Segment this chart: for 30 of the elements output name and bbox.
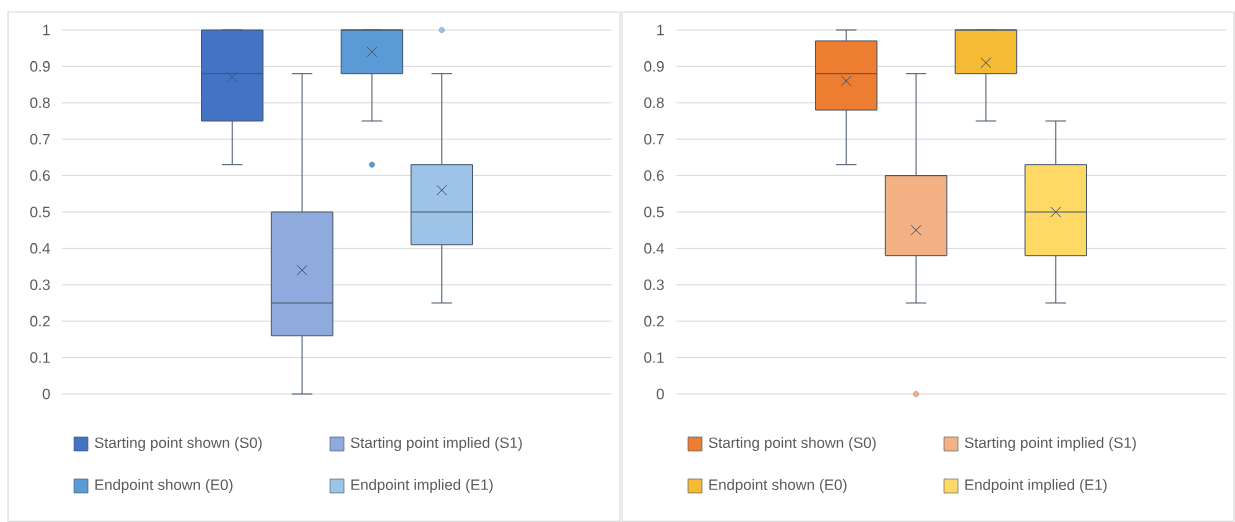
y-tick-label: 0.3 (30, 279, 50, 291)
legend-label: Starting point implied (S1) (350, 437, 522, 451)
y-tick-label: 0 (42, 388, 50, 400)
y-tick-label: 0.1 (644, 352, 664, 363)
y-tick-label: 1 (657, 24, 664, 36)
legend-label: Starting point implied (S1) (964, 437, 1136, 451)
y-tick-label: 1 (43, 24, 50, 36)
y-tick-label: 0.2 (644, 315, 664, 327)
y-tick-label: 0.9 (644, 61, 664, 72)
legend-label: Endpoint shown (E0) (95, 478, 233, 493)
y-tick-label: 0.9 (30, 61, 50, 72)
y-tick-label: 0.6 (30, 170, 50, 181)
legend-label: Starting point shown (S0) (708, 437, 876, 451)
y-tick-label: 0.1 (30, 352, 50, 363)
legend-label: Endpoint implied (E1) (351, 478, 493, 493)
legend-label: Endpoint implied (E1) (965, 478, 1107, 493)
y-tick-label: 0.7 (644, 133, 664, 145)
y-tick-label: 0.6 (644, 170, 664, 181)
y-tick-label: 0 (656, 388, 664, 400)
y-tick-label: 0.8 (30, 97, 50, 109)
legend-label: Starting point shown (S0) (94, 437, 262, 451)
y-tick-label: 0.5 (30, 206, 50, 218)
y-tick-label: 0.4 (644, 243, 665, 254)
y-tick-label: 0.4 (30, 243, 51, 254)
y-tick-label: 0.2 (30, 315, 50, 327)
y-tick-label: 0.3 (644, 279, 664, 291)
legend-label: Endpoint shown (E0) (709, 478, 847, 493)
y-tick-label: 0.7 (30, 133, 50, 145)
y-tick-label: 0.5 (644, 206, 664, 218)
y-tick-label: 0.8 (644, 97, 664, 109)
